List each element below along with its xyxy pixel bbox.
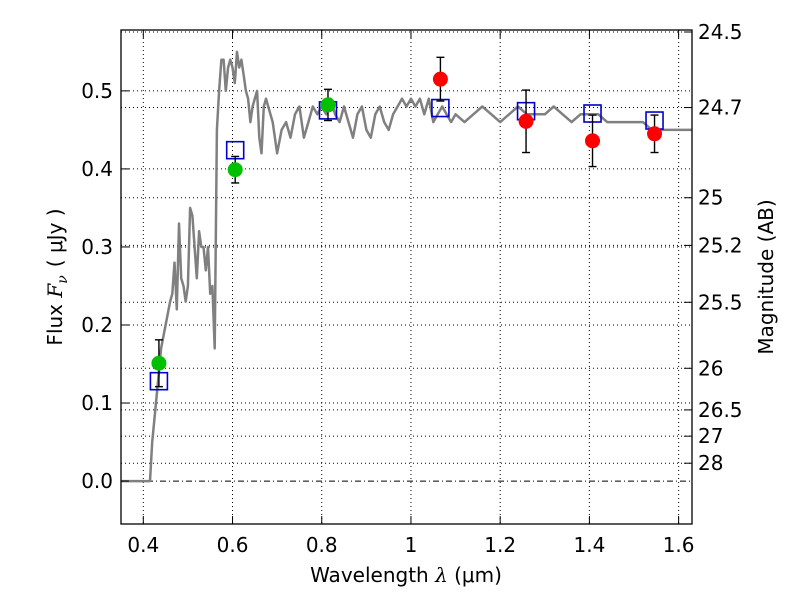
x-tick-label: 1: [405, 533, 418, 557]
axis-ticks: 0.4 0.6 0.8 1 1.2 1.4 1.6 0.0 0.1 0.2 0.3 0.4 0.5 24.…: [81, 20, 742, 557]
y2-tick-label: 25.5: [698, 290, 743, 314]
y2-tick-label: 26: [698, 356, 723, 380]
y-axis-title: Flux Fν ( μJy ): [43, 208, 71, 345]
y2-tick-label: 25.2: [698, 233, 743, 257]
y-axis-title-prefix: Flux: [43, 298, 67, 346]
y-axis-unit: ( μJy ): [43, 208, 67, 267]
photometry-point: [320, 97, 336, 113]
x-tick-label: 1.2: [484, 533, 516, 557]
y2-tick-label: 25: [698, 186, 723, 210]
photometry-point: [518, 113, 534, 129]
x-tick-label: 0.6: [217, 533, 249, 557]
photometry-point: [432, 71, 448, 87]
y-tick-label: 0.2: [81, 313, 113, 337]
x-axis-title-prefix: Wavelength: [310, 563, 435, 587]
y-tick-label: 0.0: [81, 469, 113, 493]
y2-tick-label: 26.5: [698, 398, 743, 422]
x-axis-title: Wavelength λ (μm): [310, 563, 502, 587]
photometry-point: [585, 133, 601, 149]
plot-frame: [120, 29, 693, 525]
x-tick-label: 0.8: [306, 533, 338, 557]
photometry-point: [227, 162, 243, 178]
photometry-markers: [149, 56, 664, 391]
photometry-point: [151, 355, 167, 371]
y2-tick-label: 27: [698, 424, 723, 448]
y-tick-label: 0.5: [81, 79, 113, 103]
y2-tick-label: 24.5: [698, 20, 743, 44]
photometry-point: [647, 126, 663, 142]
y-tick-label: 0.3: [81, 235, 113, 259]
template-spectrum-line: [121, 50, 692, 483]
y2-tick-label: 24.7: [698, 96, 743, 120]
x-tick-label: 0.4: [127, 533, 159, 557]
flux-symbol: F: [43, 283, 67, 299]
x-tick-label: 1.4: [573, 533, 605, 557]
y2-axis-title: Magnitude (AB): [754, 199, 778, 354]
x-tick-label: 1.6: [663, 533, 695, 557]
template-spectrum-layer: [121, 50, 692, 483]
y-tick-label: 0.4: [81, 157, 113, 181]
y-tick-label: 0.1: [81, 391, 113, 415]
x-axis-unit: (μm): [448, 563, 502, 587]
lambda-symbol: λ: [434, 563, 448, 587]
flux-subscript: ν: [55, 275, 71, 284]
y2-tick-label: 28: [698, 451, 723, 475]
